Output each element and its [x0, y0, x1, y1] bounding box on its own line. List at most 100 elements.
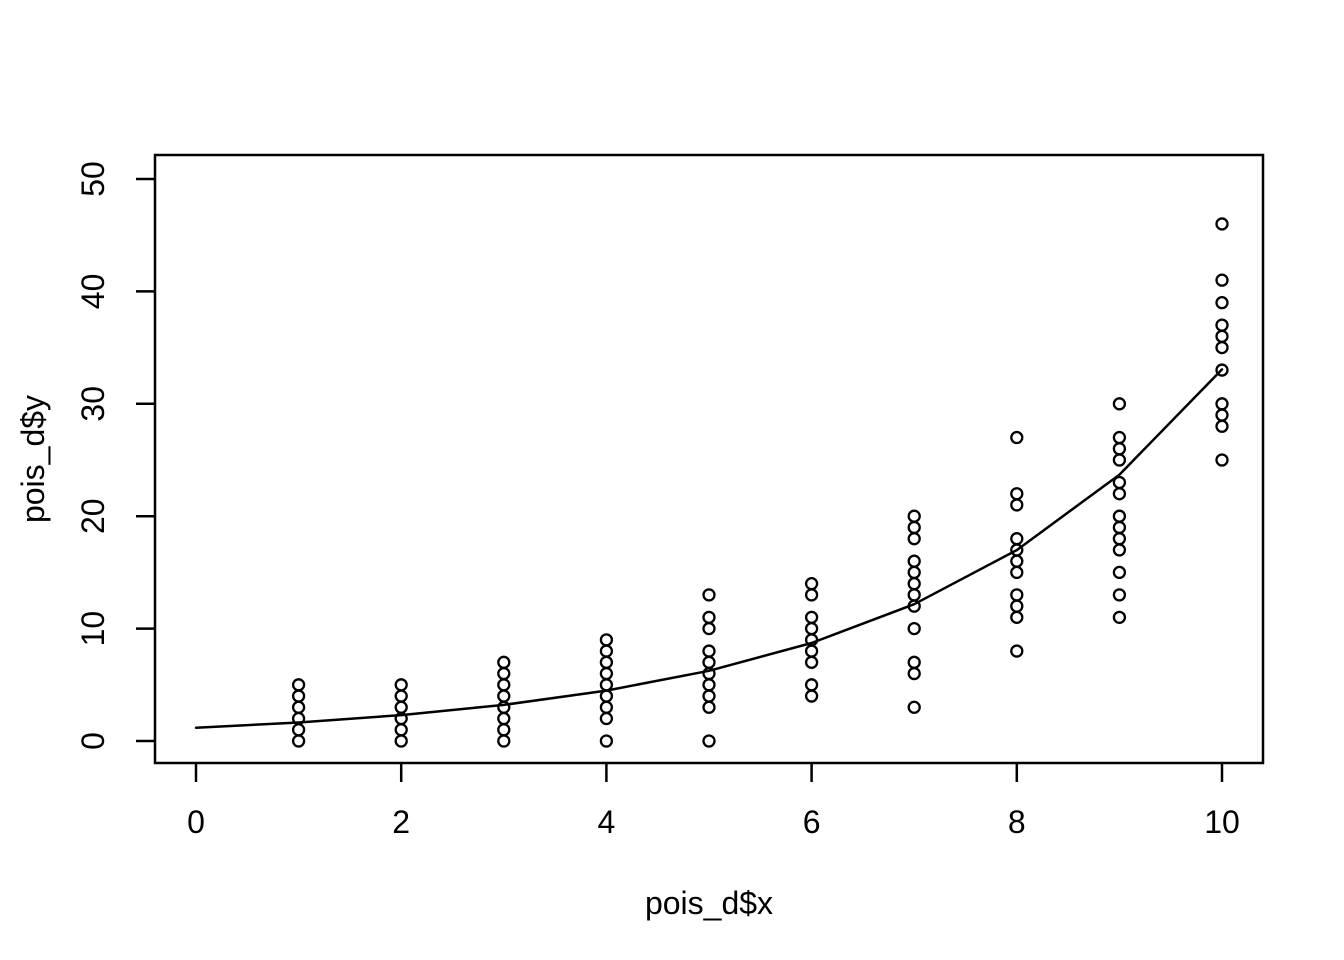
x-tick-label: 2: [392, 804, 410, 840]
data-point: [1112, 565, 1127, 580]
data-point: [804, 655, 819, 669]
data-point: [599, 666, 614, 681]
data-point: [291, 723, 306, 737]
data-point: [1010, 565, 1024, 580]
x-tick-label: 4: [598, 804, 616, 840]
data-point: [599, 734, 614, 748]
data-point: [1112, 397, 1127, 411]
data-point: [599, 633, 614, 647]
data-point: [1215, 408, 1229, 422]
data-point: [1112, 520, 1127, 535]
data-point: [394, 734, 408, 748]
x-tick-label: 6: [803, 804, 821, 840]
data-point: [1010, 532, 1024, 546]
x-tick-label: 0: [187, 804, 205, 840]
data-point: [291, 689, 306, 703]
data-point: [702, 610, 716, 625]
data-point: [1112, 610, 1127, 625]
data-point: [291, 678, 306, 692]
data-point: [702, 700, 716, 714]
data-point: [291, 700, 306, 714]
data-point: [497, 734, 511, 748]
data-point: [702, 588, 716, 602]
data-point: [1010, 610, 1024, 625]
data-point: [1215, 397, 1229, 411]
data-point: [1215, 318, 1229, 332]
data-point: [1215, 363, 1229, 377]
data-point: [907, 520, 921, 535]
data-point: [1112, 509, 1127, 523]
data-point: [804, 621, 819, 636]
data-point: [394, 678, 408, 692]
y-tick-label: 40: [75, 274, 111, 310]
data-point: [1112, 430, 1127, 445]
data-point: [1215, 419, 1229, 433]
data-point: [907, 554, 921, 568]
data-point: [1215, 340, 1229, 355]
data-point: [497, 711, 511, 726]
data-point: [804, 588, 819, 602]
data-point: [394, 723, 408, 737]
data-point: [907, 588, 921, 602]
data-point: [497, 666, 511, 681]
data-point: [497, 723, 511, 737]
data-point: [804, 576, 819, 591]
data-point: [907, 621, 921, 636]
data-point: [804, 678, 819, 692]
data-point: [702, 689, 716, 703]
data-point: [907, 700, 921, 714]
data-point: [804, 644, 819, 658]
data-point: [599, 655, 614, 669]
x-tick-label: 10: [1204, 804, 1240, 840]
y-tick-label: 50: [75, 161, 111, 197]
data-point: [1112, 475, 1127, 490]
data-point: [907, 532, 921, 546]
data-point: [599, 700, 614, 714]
data-point: [1215, 453, 1229, 467]
data-point: [907, 655, 921, 669]
data-point: [804, 610, 819, 625]
data-point: [1010, 430, 1024, 445]
data-point: [907, 576, 921, 591]
data-point: [1112, 453, 1127, 467]
data-point: [1215, 217, 1229, 231]
data-point: [907, 565, 921, 580]
data-point: [1215, 273, 1229, 287]
fit-curve: [194, 368, 1224, 729]
data-point: [1112, 543, 1127, 557]
data-point: [1215, 329, 1229, 344]
x-axis-title: pois_d$x: [645, 885, 773, 921]
x-axis-ticks: 0 2 4 6 8 10: [187, 763, 1240, 840]
y-tick-label: 10: [75, 611, 111, 647]
data-point: [291, 734, 306, 748]
y-tick-label: 20: [75, 498, 111, 534]
data-point: [497, 655, 511, 669]
data-point: [599, 644, 614, 658]
data-point: [497, 678, 511, 692]
y-tick-label: 0: [75, 732, 111, 750]
data-point: [1010, 599, 1024, 613]
data-points: [291, 217, 1229, 748]
data-point: [702, 621, 716, 636]
data-point: [702, 644, 716, 658]
x-tick-label: 8: [1008, 804, 1026, 840]
data-point: [907, 509, 921, 523]
data-point: [1112, 487, 1127, 501]
data-point: [1010, 487, 1024, 501]
data-point: [702, 734, 716, 748]
data-point: [1010, 644, 1024, 658]
data-point: [1112, 442, 1127, 456]
data-point: [1112, 588, 1127, 602]
data-point: [702, 655, 716, 669]
plot-box: [153, 153, 1265, 765]
data-point: [1112, 532, 1127, 546]
data-point: [1010, 588, 1024, 602]
data-point: [599, 711, 614, 726]
y-tick-label: 30: [75, 386, 111, 422]
data-point: [702, 678, 716, 692]
data-point: [1215, 295, 1229, 310]
data-point: [1010, 498, 1024, 512]
data-point: [394, 700, 408, 714]
